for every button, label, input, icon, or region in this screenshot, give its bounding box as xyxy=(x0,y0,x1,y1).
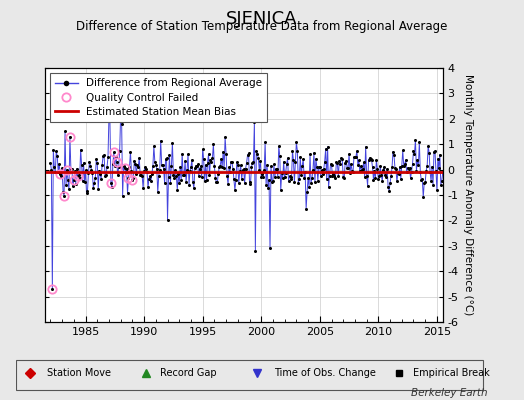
Text: Time of Obs. Change: Time of Obs. Change xyxy=(274,368,376,378)
Text: Berkeley Earth: Berkeley Earth xyxy=(411,388,487,398)
Text: Difference of Station Temperature Data from Regional Average: Difference of Station Temperature Data f… xyxy=(77,20,447,33)
Text: Station Move: Station Move xyxy=(47,368,111,378)
Text: SJENICA: SJENICA xyxy=(226,10,298,28)
Legend: Difference from Regional Average, Quality Control Failed, Estimated Station Mean: Difference from Regional Average, Qualit… xyxy=(50,73,267,122)
Text: Empirical Break: Empirical Break xyxy=(413,368,490,378)
Text: Record Gap: Record Gap xyxy=(160,368,217,378)
Y-axis label: Monthly Temperature Anomaly Difference (°C): Monthly Temperature Anomaly Difference (… xyxy=(463,74,473,316)
